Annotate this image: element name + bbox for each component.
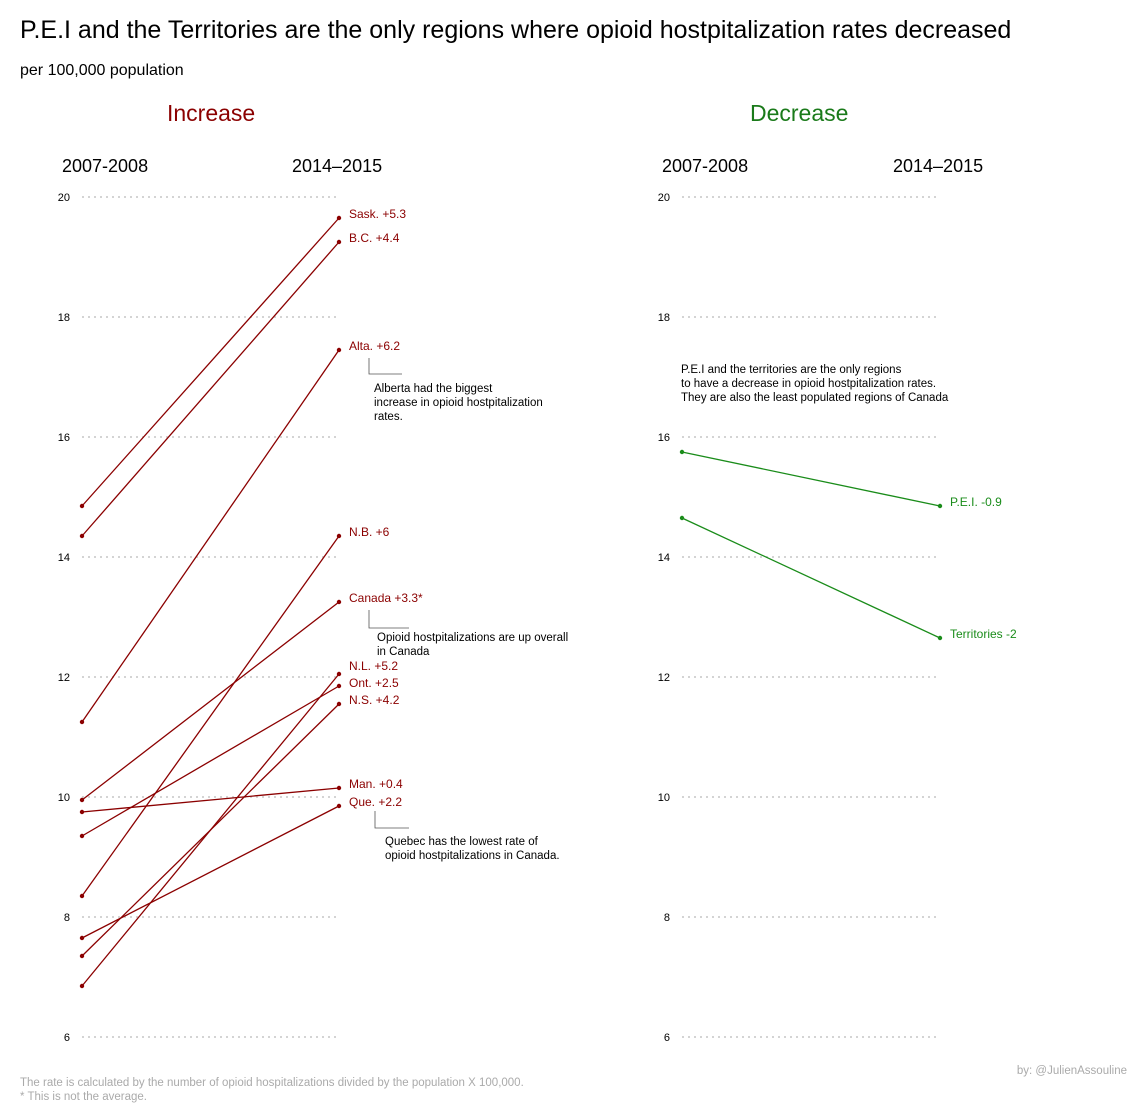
increase-series-line-n-b xyxy=(81,535,340,897)
decrease-y-tick-label: 20 xyxy=(658,192,670,204)
increase-annotation-text: opioid hostpitalizations in Canada. xyxy=(385,850,560,862)
decrease-point-start-p-e-i xyxy=(679,449,685,455)
increase-y-tick-label: 20 xyxy=(58,192,70,204)
increase-annotation-connector xyxy=(374,811,409,829)
increase-point-end-n-s xyxy=(336,701,342,707)
footer-note-rate: The rate is calculated by the number of … xyxy=(20,1077,524,1089)
increase-series-label-b-c: B.C. +4.4 xyxy=(349,231,400,245)
increase-series-line-ont xyxy=(81,685,340,837)
increase-point-end-alta xyxy=(336,347,342,353)
increase-point-start-b-c xyxy=(79,533,85,539)
increase-panel-title: Increase xyxy=(167,100,256,126)
increase-annotation-text: rates. xyxy=(374,411,403,423)
increase-point-end-n-b xyxy=(336,533,342,539)
increase-series-label-man: Man. +0.4 xyxy=(349,777,403,791)
increase-y-tick-label: 6 xyxy=(64,1032,70,1044)
decrease-y-tick-label: 12 xyxy=(658,672,670,684)
decrease-series-line-territories xyxy=(681,517,941,639)
increase-annotation-text: Alberta had the biggest xyxy=(374,383,493,395)
footer-notes: The rate is calculated by the number of … xyxy=(20,1076,524,1104)
decrease-series-line-p-e-i xyxy=(681,451,941,507)
increase-series-label-alta: Alta. +6.2 xyxy=(349,339,400,353)
increase-annotation-text: in Canada xyxy=(377,646,430,658)
decrease-y-tick-label: 18 xyxy=(658,312,670,324)
increase-col-start: 2007-2008 xyxy=(62,156,149,176)
chart-title: P.E.I and the Territories are the only r… xyxy=(20,16,1012,44)
increase-series-label-n-l: N.L. +5.2 xyxy=(349,659,398,673)
decrease-col-end: 2014–2015 xyxy=(893,156,984,176)
decrease-annotation-text: They are also the least populated region… xyxy=(681,392,949,404)
decrease-point-start-territories xyxy=(679,515,685,521)
increase-point-start-canada xyxy=(79,797,85,803)
increase-y-tick-label: 12 xyxy=(58,672,70,684)
increase-series-line-man xyxy=(81,787,340,813)
increase-point-end-ont xyxy=(336,683,342,689)
increase-y-tick-label: 8 xyxy=(64,912,70,924)
increase-series-line-n-s xyxy=(81,703,340,957)
increase-point-end-b-c xyxy=(336,239,342,245)
credit-text: by: @JulienAssouline xyxy=(1016,1065,1127,1077)
increase-series-label-sask: Sask. +5.3 xyxy=(349,207,406,221)
increase-series-line-alta xyxy=(81,349,340,723)
decrease-y-tick-label: 8 xyxy=(664,912,670,924)
decrease-panel-title: Decrease xyxy=(750,100,849,126)
increase-series-label-n-s: N.S. +4.2 xyxy=(349,693,400,707)
increase-series-label-que: Que. +2.2 xyxy=(349,795,402,809)
increase-annotation-text: Quebec has the lowest rate of xyxy=(385,836,539,848)
increase-y-tick-label: 16 xyxy=(58,432,70,444)
increase-series-label-canada: Canada +3.3* xyxy=(349,591,423,605)
increase-y-tick-label: 18 xyxy=(58,312,70,324)
decrease-series-label-territories: Territories -2 xyxy=(950,627,1017,641)
increase-point-end-man xyxy=(336,785,342,791)
increase-series-line-que xyxy=(81,805,340,939)
decrease-annotation-text: to have a decrease in opioid hostpitaliz… xyxy=(681,378,936,390)
increase-point-end-que xyxy=(336,803,342,809)
decrease-series-label-p-e-i: P.E.I. -0.9 xyxy=(950,495,1002,509)
decrease-col-start: 2007-2008 xyxy=(662,156,749,176)
increase-y-tick-label: 10 xyxy=(58,792,70,804)
decrease-y-tick-label: 6 xyxy=(664,1032,670,1044)
increase-point-start-que xyxy=(79,935,85,941)
increase-annotation-text: increase in opioid hostpitalization xyxy=(374,397,543,409)
decrease-point-end-p-e-i xyxy=(937,503,943,509)
increase-annotation-text: Opioid hostpitalizations are up overall xyxy=(377,632,568,644)
increase-series-line-sask xyxy=(81,217,340,507)
increase-point-start-ont xyxy=(79,833,85,839)
chart-subtitle: per 100,000 population xyxy=(20,62,184,79)
decrease-annotation-text: P.E.I and the territories are the only r… xyxy=(681,364,902,376)
decrease-y-tick-label: 16 xyxy=(658,432,670,444)
decrease-y-tick-label: 10 xyxy=(658,792,670,804)
increase-y-tick-label: 14 xyxy=(58,552,70,564)
increase-point-start-man xyxy=(79,809,85,815)
increase-col-end: 2014–2015 xyxy=(292,156,383,176)
increase-series-label-ont: Ont. +2.5 xyxy=(349,676,399,690)
decrease-y-tick-label: 14 xyxy=(658,552,670,564)
increase-series-label-n-b: N.B. +6 xyxy=(349,525,390,539)
decrease-point-end-territories xyxy=(937,635,943,641)
increase-annotation-connector xyxy=(368,358,402,375)
increase-point-start-sask xyxy=(79,503,85,509)
increase-series-line-b-c xyxy=(81,241,340,537)
increase-point-start-alta xyxy=(79,719,85,725)
increase-point-end-n-l xyxy=(336,671,342,677)
footer-note-average: * This is not the average. xyxy=(20,1091,147,1103)
increase-annotation-connector xyxy=(368,610,409,629)
increase-point-end-canada xyxy=(336,599,342,605)
increase-point-start-n-l xyxy=(79,983,85,989)
increase-point-end-sask xyxy=(336,215,342,221)
increase-point-start-n-b xyxy=(79,893,85,899)
increase-series-line-canada xyxy=(81,601,340,801)
increase-point-start-n-s xyxy=(79,953,85,959)
